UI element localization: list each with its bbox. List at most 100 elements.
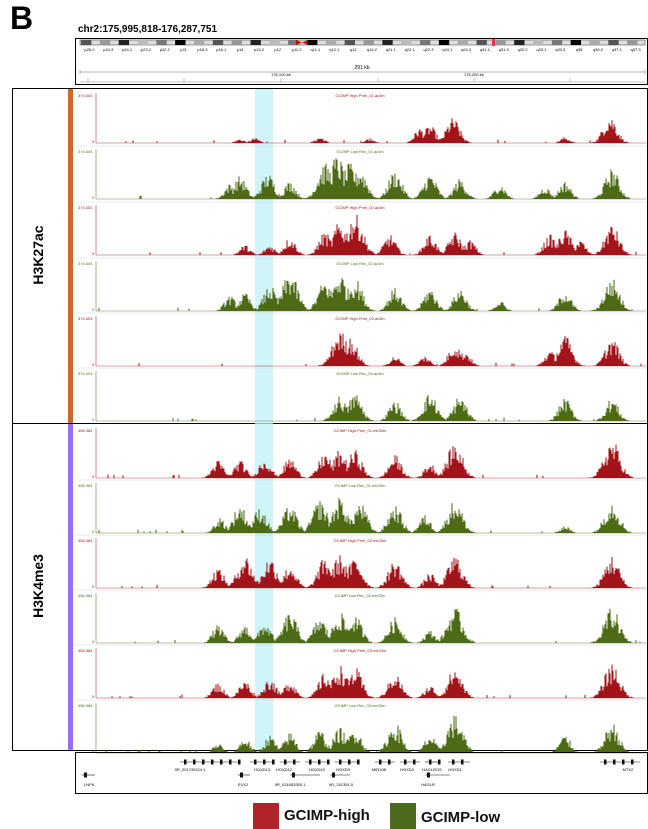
ideogram-band <box>363 40 374 45</box>
ideogram-band <box>307 40 318 45</box>
gene-exon <box>348 759 351 765</box>
ideogram-band <box>212 40 224 45</box>
ideogram-band <box>175 40 186 45</box>
ideogram-band-label: p16.1 <box>216 47 227 52</box>
ideogram-band-label: q33.3 <box>555 47 566 52</box>
gene-exon <box>263 759 266 765</box>
gene-label: EVX2 <box>238 782 249 787</box>
track-scale-min: 0 <box>92 584 95 589</box>
ideogram-band-label: p25.2 <box>84 47 95 52</box>
track-signal <box>134 608 641 643</box>
track-scale-max: 374.403 <box>78 205 93 210</box>
gene-exon <box>413 759 416 765</box>
gene-exon <box>332 772 335 778</box>
legend-swatch-low <box>390 803 416 829</box>
track-scale-max: 456.384 <box>78 593 93 598</box>
ideogram-band <box>495 40 506 45</box>
ideogram-band <box>137 40 148 45</box>
ideogram-band <box>570 40 582 45</box>
track-scale-max: 374.403 <box>78 149 93 154</box>
legend-swatch-high <box>253 803 279 829</box>
ideogram-band <box>231 40 243 45</box>
gene-exon <box>613 759 616 765</box>
ideogram-band-label: p24.3 <box>103 47 114 52</box>
track-signal <box>172 395 630 421</box>
track-name: GCIMP High Prim_03.me33m <box>334 648 388 653</box>
ideogram-band-label: p14 <box>237 47 244 52</box>
gene-exon <box>293 759 296 765</box>
track-signal <box>139 158 631 199</box>
gene-exon <box>184 759 187 765</box>
gene-exon <box>379 759 382 765</box>
ideogram-band <box>401 40 412 45</box>
ideogram-chromosome <box>79 39 646 46</box>
track-scale-max: 374.403 <box>78 371 93 376</box>
track-scale-max: 374.403 <box>78 316 93 321</box>
gene-exon <box>438 759 441 765</box>
gene-exon <box>272 759 275 765</box>
gene-label: HOXD9 <box>336 767 351 772</box>
ideogram-band-label: p22.2 <box>160 47 171 52</box>
ruler-tick-label: 176,200 kb <box>464 72 485 77</box>
ideogram-band <box>325 40 337 45</box>
gene-exon <box>193 759 196 765</box>
gene-exon <box>604 759 607 765</box>
ideogram-band <box>269 40 280 45</box>
ideogram-band-label: q32.2 <box>518 47 529 52</box>
track-signal <box>98 278 633 311</box>
gene-label: MIR10B <box>372 767 387 772</box>
gene-exon <box>318 759 321 765</box>
track-scale-min: 0 <box>92 195 95 200</box>
track-name: GCIMP Low Rec_03.me33m <box>335 703 387 708</box>
gene-label: HAGLROS <box>422 767 442 772</box>
panel-label: B <box>10 0 34 36</box>
gene-exon <box>427 772 430 778</box>
track-name: GCIMP High Prim_02.ac3m <box>335 205 385 210</box>
ideogram-band-label: q33.1 <box>536 47 547 52</box>
gene-exon <box>631 759 634 765</box>
ideogram-band <box>533 40 544 45</box>
track-signal <box>138 333 642 366</box>
gene-exon <box>309 759 312 765</box>
track-name: GCIMP Low Rec_01.me33m <box>335 483 387 488</box>
gene-annotation-box <box>75 752 648 794</box>
ideogram-band-label: q31.1 <box>480 47 491 52</box>
track-scale-min: 0 <box>92 529 95 534</box>
track-signal <box>111 664 634 698</box>
gene-label: HAGLR <box>421 782 435 787</box>
track-scale-min: 0 <box>92 639 95 644</box>
ideogram-band <box>344 40 356 45</box>
centromere-icon <box>296 40 308 45</box>
track-scale-max: 456.384 <box>78 428 93 433</box>
ideogram-band <box>156 40 167 45</box>
ideogram-band <box>551 40 563 45</box>
ideogram-band-label: p23.2 <box>141 47 152 52</box>
gene-exon <box>284 759 287 765</box>
gene-label: IIR_001739224.1 <box>175 767 206 772</box>
gene-exon <box>84 772 87 778</box>
gene-label: HOXD12 <box>276 767 293 772</box>
ideogram-band-label: q24.3 <box>461 47 472 52</box>
track-signal <box>149 215 637 255</box>
ideogram-band <box>81 40 92 45</box>
gene-exon <box>339 759 342 765</box>
track-signal <box>98 497 632 533</box>
track-scale-max: 456.384 <box>78 538 93 543</box>
ideogram-band-label: q22.1 <box>405 47 416 52</box>
ideogram-band-label: p13.2 <box>254 47 265 52</box>
track-name: GCIMP Low Rec_03.ac3m <box>336 371 384 376</box>
gene-exon <box>429 759 432 765</box>
ideogram-band-label: q31.3 <box>499 47 510 52</box>
ruler-tick-label: 176,100 kb <box>271 72 292 77</box>
locus-marker-icon <box>492 39 495 46</box>
track-scale-min: 0 <box>92 749 95 754</box>
ideogram-band <box>476 40 487 45</box>
gene-label: HOXD10 <box>309 767 326 772</box>
track-scale-min: 0 <box>92 307 95 312</box>
track-name: GCIMP High Prim_01.me33m <box>334 428 388 433</box>
ideogram-band <box>99 40 111 45</box>
track-signal <box>107 444 634 478</box>
ideogram-band-label: q37.1 <box>612 47 623 52</box>
gene-exon <box>404 759 407 765</box>
ideogram-band-label: q22.3 <box>423 47 434 52</box>
